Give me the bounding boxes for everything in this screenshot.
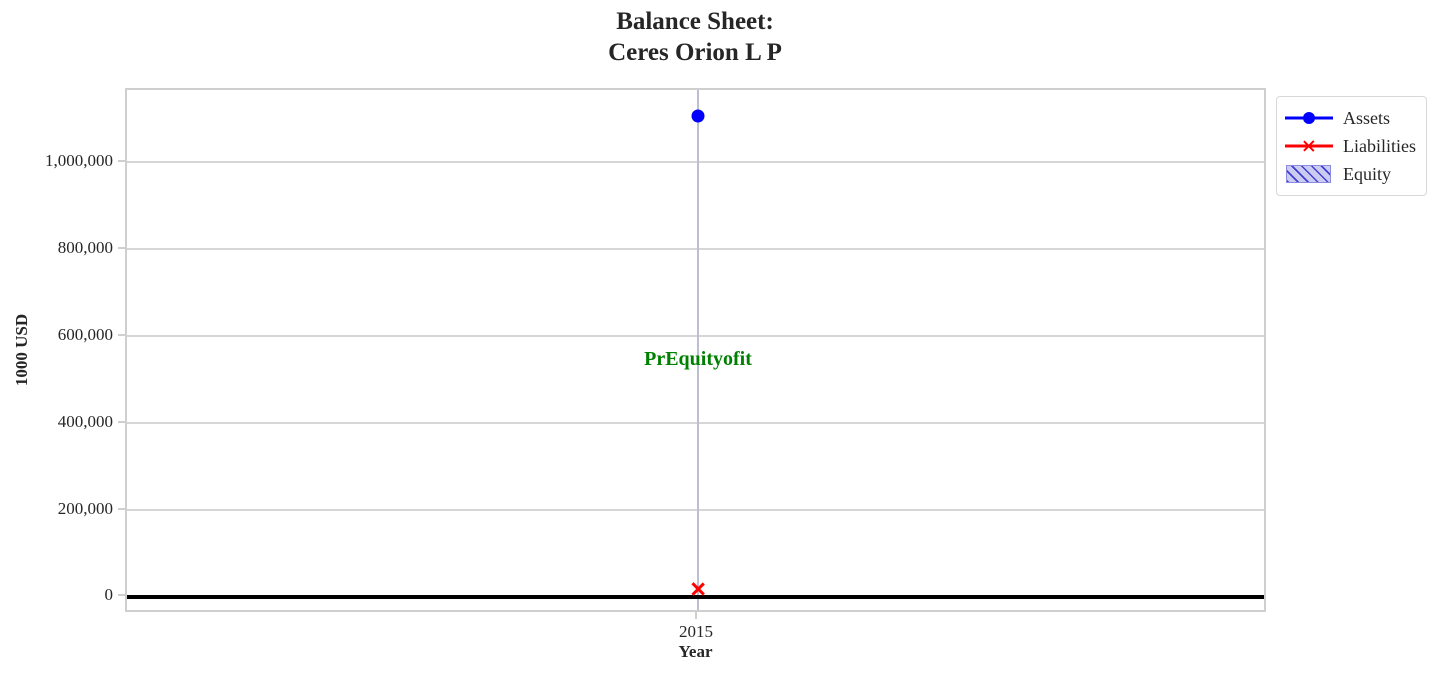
x-tick-mark <box>695 612 697 619</box>
gridline-vertical <box>697 90 699 610</box>
chart-legend[interactable]: Assets Liabilities Equity <box>1276 96 1427 196</box>
legend-label: Assets <box>1343 107 1391 128</box>
y-tick-mark <box>118 421 125 423</box>
data-point-liabilities[interactable] <box>690 581 706 597</box>
gridline-horizontal <box>127 248 1264 250</box>
y-tick-label: 600,000 <box>57 325 113 344</box>
y-tick-mark <box>118 334 125 336</box>
y-tick-label: 400,000 <box>57 412 113 431</box>
plot-area: PrEquityofit <box>125 88 1266 612</box>
y-tick-label: 200,000 <box>57 499 113 518</box>
legend-item-liabilities[interactable]: Liabilities <box>1285 132 1416 160</box>
zero-baseline <box>127 595 1264 599</box>
x-axis-label: Year <box>678 642 713 661</box>
y-tick-mark <box>118 508 125 510</box>
y-axis-tick-labels: 0 200,000 400,000 600,000 800,000 1,000,… <box>0 0 113 673</box>
data-point-assets[interactable] <box>691 109 705 123</box>
annotation-label: PrEquityofit <box>644 348 752 370</box>
gridline-horizontal <box>127 422 1264 424</box>
y-tick-label: 1,000,000 <box>45 151 113 170</box>
gridline-horizontal <box>127 509 1264 511</box>
legend-item-equity[interactable]: Equity <box>1285 160 1416 188</box>
y-tick-label: 0 <box>104 585 114 604</box>
legend-key-cross-icon <box>1285 135 1333 157</box>
legend-label: Equity <box>1343 163 1391 184</box>
y-tick-mark <box>118 594 125 596</box>
y-tick-mark <box>118 160 125 162</box>
gridline-horizontal <box>127 335 1264 337</box>
plot-inner: PrEquityofit <box>127 90 1264 610</box>
legend-item-assets[interactable]: Assets <box>1285 104 1416 132</box>
y-tick-label: 800,000 <box>57 238 113 257</box>
y-axis-label: 1000 USD <box>12 313 31 387</box>
y-tick-mark <box>118 247 125 249</box>
chart-title: Balance Sheet: Ceres Orion L P <box>608 8 782 67</box>
legend-key-line-icon <box>1285 107 1333 129</box>
gridline-horizontal <box>127 161 1264 163</box>
legend-key-hatch-patch-icon <box>1285 163 1333 185</box>
legend-label: Liabilities <box>1343 135 1416 156</box>
x-tick-label: 2015 <box>679 622 713 641</box>
